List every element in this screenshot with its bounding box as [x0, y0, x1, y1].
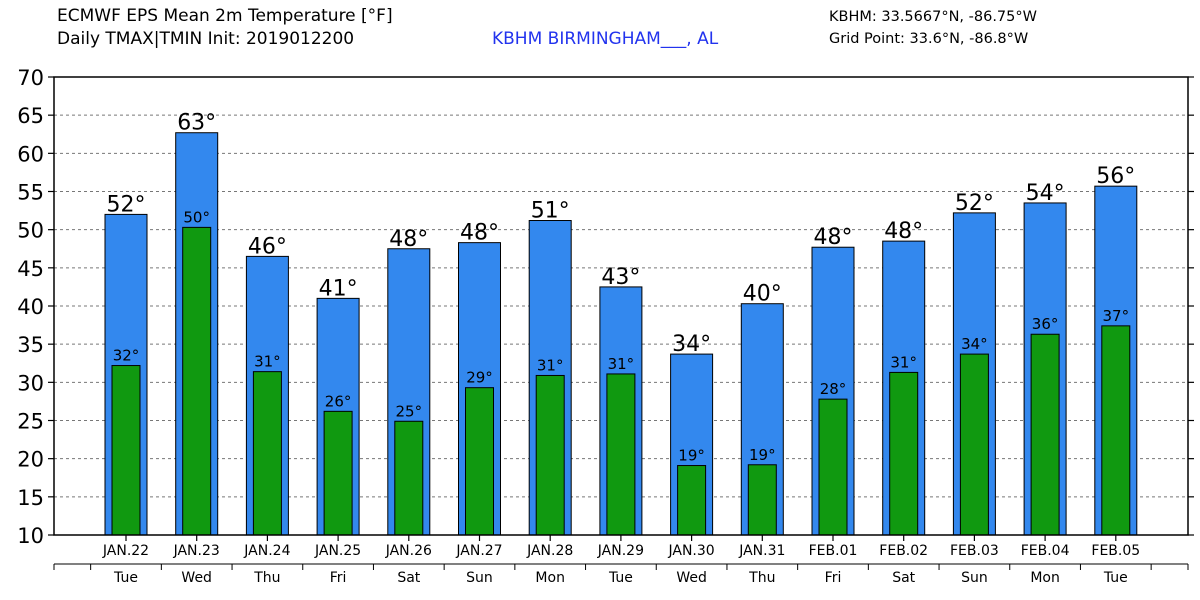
y-tick-label: 10: [17, 524, 44, 548]
x-tick-label: FEB.03: [950, 543, 999, 559]
weekday-label: Sun: [961, 570, 988, 586]
weekday-label: Fri: [330, 570, 347, 586]
tmin-data-label: 26°: [325, 392, 352, 410]
x-tick-label: JAN.31: [738, 543, 785, 559]
grid-point-coordinates: Grid Point: 33.6°N, -86.8°W: [829, 31, 1029, 47]
weekday-label: Sun: [466, 570, 493, 586]
chart-title: ECMWF EPS Mean 2m Temperature [°F]: [57, 6, 393, 26]
tmin-data-label: 31°: [254, 353, 281, 371]
y-tick-label: 20: [17, 448, 44, 472]
y-tick-label: 45: [17, 257, 44, 281]
weekday-label: Mon: [535, 570, 565, 586]
y-tick-label: 50: [17, 219, 44, 243]
tmax-data-label: 46°: [248, 234, 287, 259]
tmax-data-label: 52°: [955, 191, 994, 216]
tmin-data-label: 37°: [1103, 307, 1130, 325]
tmin-bar: [111, 365, 141, 536]
tmin-bar: [465, 387, 494, 536]
tmin-bar: [1030, 333, 1060, 536]
y-tick-label: 25: [17, 410, 44, 434]
y-tick-label: 55: [17, 181, 44, 205]
tmax-data-label: 51°: [531, 199, 570, 224]
x-tick-label: JAN.27: [455, 543, 502, 559]
tmin-data-label: 25°: [396, 402, 423, 420]
tmin-bar: [323, 410, 353, 536]
x-tick-label: FEB.01: [809, 543, 858, 559]
tmin-data-label: 36°: [1032, 315, 1059, 333]
tmin-data-label: 50°: [183, 208, 210, 226]
weekday-label: Sat: [892, 570, 915, 586]
weekday-label: Fri: [825, 570, 842, 586]
tmin-data-label: 28°: [820, 380, 847, 398]
tmin-bar: [182, 226, 212, 536]
tmax-data-label: 52°: [107, 192, 146, 217]
tmin-bar: [747, 464, 777, 536]
x-tick-label: FEB.02: [879, 543, 928, 559]
x-tick-label: JAN.24: [243, 543, 290, 559]
x-tick-label: JAN.28: [526, 543, 573, 559]
tmin-bar: [677, 465, 707, 536]
weekday-label: Wed: [676, 570, 707, 586]
tmax-data-label: 34°: [672, 332, 711, 357]
station-name: KBHM BIRMINGHAM___, AL: [492, 29, 719, 49]
tmin-data-label: 31°: [890, 353, 917, 371]
weekday-label: Tue: [608, 570, 633, 586]
x-tick-label: JAN.26: [385, 543, 432, 559]
y-tick-label: 35: [17, 333, 44, 357]
tmin-data-label: 32°: [113, 347, 140, 365]
tmin-data-label: 31°: [537, 356, 564, 374]
weekday-label: Sat: [397, 570, 420, 586]
weekday-label: Tue: [1103, 570, 1128, 586]
weekday-label: Tue: [113, 570, 138, 586]
x-tick-label: JAN.22: [102, 543, 149, 559]
x-tick-label: FEB.04: [1021, 543, 1070, 559]
tmax-data-label: 48°: [460, 221, 499, 246]
tmax-data-label: 54°: [1026, 181, 1065, 206]
tmin-bar: [252, 371, 282, 536]
tmin-data-label: 31°: [608, 355, 635, 373]
weekday-label: Wed: [181, 570, 212, 586]
tmin-bar: [1101, 325, 1131, 536]
tmax-data-label: 40°: [743, 282, 782, 307]
tmin-bar: [959, 353, 989, 536]
weekday-label: Thu: [748, 570, 775, 586]
chart-subtitle: Daily TMAX|TMIN Init: 2019012200: [57, 29, 355, 49]
station-coordinates: KBHM: 33.5667°N, -86.75°W: [829, 9, 1037, 25]
tmax-data-label: 43°: [601, 265, 640, 290]
y-tick-label: 15: [17, 486, 44, 510]
y-tick-label: 65: [17, 104, 44, 128]
tmax-data-label: 48°: [389, 227, 428, 252]
x-tick-label: JAN.29: [597, 543, 644, 559]
weekday-label: Thu: [253, 570, 280, 586]
tmin-data-label: 19°: [678, 447, 705, 465]
y-tick-label: 40: [17, 295, 44, 319]
tmax-data-label: 41°: [319, 276, 358, 301]
y-tick-label: 60: [17, 142, 44, 166]
tmax-data-label: 56°: [1096, 164, 1135, 189]
x-tick-label: JAN.25: [314, 543, 361, 559]
tmin-data-label: 19°: [749, 446, 776, 464]
tmin-data-label: 34°: [961, 335, 988, 353]
x-tick-label: JAN.23: [173, 543, 220, 559]
tmin-bar: [535, 374, 565, 536]
y-tick-label: 30: [17, 371, 44, 395]
tmin-bar: [818, 398, 848, 536]
tmin-data-label: 29°: [466, 369, 493, 387]
tmin-bar: [889, 371, 919, 536]
weekday-label: Mon: [1030, 570, 1060, 586]
tmax-data-label: 63°: [177, 111, 216, 136]
y-tick-label: 70: [17, 66, 44, 90]
tmax-data-label: 48°: [814, 225, 853, 250]
tmin-bar: [394, 420, 424, 536]
x-tick-label: JAN.30: [667, 543, 714, 559]
tmin-bar: [606, 373, 636, 536]
tmax-data-label: 48°: [884, 219, 923, 244]
x-tick-label: FEB.05: [1091, 543, 1140, 559]
